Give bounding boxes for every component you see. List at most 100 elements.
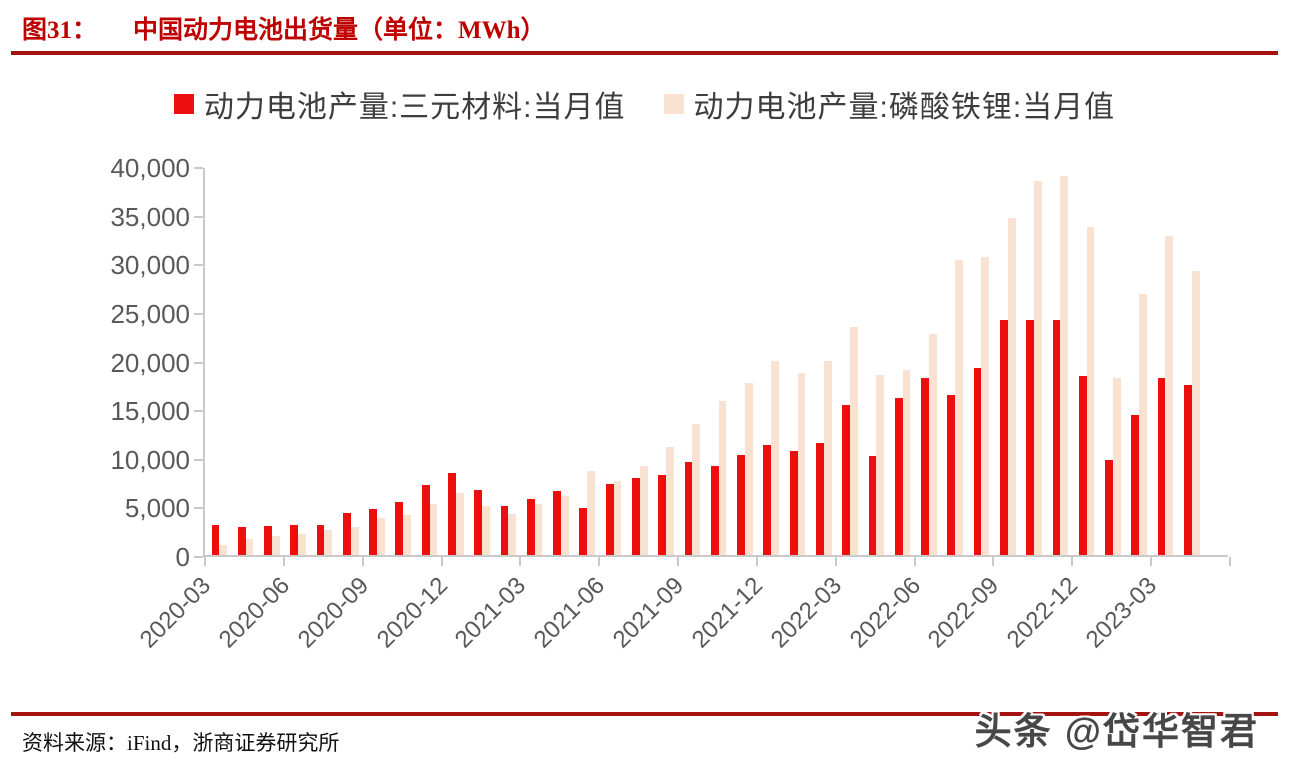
bar-ternary bbox=[211, 524, 220, 555]
bar-lfp bbox=[1007, 217, 1016, 555]
bar-lfp bbox=[928, 334, 937, 555]
y-axis-tick bbox=[194, 361, 203, 364]
figure-title-text: 中国动力电池出货量（单位：MWh） bbox=[133, 17, 546, 44]
bar-lfp bbox=[271, 536, 280, 555]
bar-ternary bbox=[999, 319, 1008, 555]
y-axis-label: 30,000 bbox=[110, 250, 190, 281]
bar-ternary bbox=[1078, 376, 1087, 555]
x-axis-label: 2021-09 bbox=[607, 572, 690, 654]
x-axis-tick bbox=[1229, 557, 1231, 566]
bar-ternary bbox=[842, 405, 851, 555]
bar-ternary bbox=[1131, 414, 1140, 555]
x-axis-tick bbox=[204, 557, 206, 566]
bar-lfp bbox=[744, 382, 753, 555]
bar-ternary bbox=[921, 378, 929, 555]
bar-lfp bbox=[797, 373, 806, 555]
x-axis-tick bbox=[677, 557, 680, 566]
legend-swatch-lfp-icon bbox=[663, 94, 684, 114]
legend-label-lfp: 动力电池产量:磷酸铁锂:当月值 bbox=[693, 91, 1116, 124]
bar-ternary bbox=[684, 461, 693, 555]
y-axis-tick bbox=[194, 556, 203, 558]
bar-lfp bbox=[324, 529, 333, 555]
bar-lfp bbox=[298, 534, 306, 555]
x-axis-tick bbox=[1071, 557, 1074, 566]
bar-lfp bbox=[639, 466, 648, 555]
x-axis-tick bbox=[440, 557, 443, 566]
plot-area: 0 5,000 10,000 15,000 20,000 25,000 30,000 35,0… bbox=[110, 153, 1231, 653]
bar-lfp bbox=[560, 496, 569, 555]
bar-ternary bbox=[658, 474, 667, 555]
bar-lfp bbox=[429, 504, 438, 555]
bar-ternary bbox=[1157, 378, 1166, 555]
legend-item-lfp: 动力电池产量:磷酸铁锂:当月值 bbox=[663, 82, 1116, 126]
watermark: 头条 @岱华智君 bbox=[974, 711, 1259, 752]
bar-ternary bbox=[421, 484, 430, 555]
figure-title: 图31： 中国动力电池出货量（单位：MWh） bbox=[22, 10, 546, 46]
x-axis-label: 2023-03 bbox=[1080, 572, 1163, 654]
y-axis-tick bbox=[194, 507, 203, 510]
y-axis-tick bbox=[194, 410, 203, 413]
bar-ternary bbox=[789, 451, 798, 555]
bar-lfp bbox=[666, 447, 674, 555]
bar-ternary bbox=[500, 505, 509, 555]
bar-ternary bbox=[474, 490, 483, 555]
x-axis-tick bbox=[1150, 557, 1153, 566]
legend-label-ternary: 动力电池产量:三元材料:当月值 bbox=[203, 91, 626, 124]
x-axis-label: 2020-06 bbox=[213, 572, 295, 654]
bar-ternary bbox=[342, 513, 351, 555]
bar-ternary bbox=[894, 398, 903, 555]
bar-ternary bbox=[526, 499, 535, 555]
x-axis-tick bbox=[361, 557, 364, 566]
bar-lfp bbox=[219, 545, 228, 555]
y-axis-label: 35,000 bbox=[110, 201, 190, 232]
bar-lfp bbox=[508, 514, 517, 555]
x-axis-label: 2021-12 bbox=[686, 572, 769, 654]
y-axis-label: 20,000 bbox=[110, 347, 190, 378]
bar-lfp bbox=[1112, 378, 1121, 555]
bar-ternary bbox=[815, 443, 824, 555]
bar-lfp bbox=[718, 400, 727, 555]
y-axis-label: 10,000 bbox=[110, 444, 190, 475]
source-note: 资料来源：iFind，浙商证券研究所 bbox=[22, 731, 340, 755]
x-axis-tick bbox=[992, 557, 995, 566]
bar-lfp bbox=[455, 492, 464, 555]
x-axis-tick bbox=[282, 557, 285, 566]
bar-ternary bbox=[763, 444, 772, 555]
legend-swatch-ternary-icon bbox=[173, 94, 194, 114]
x-axis-tick bbox=[755, 557, 758, 566]
bar-lfp bbox=[771, 360, 780, 555]
y-axis-label: 5,000 bbox=[124, 493, 190, 524]
bar-lfp bbox=[245, 538, 254, 555]
bar-ternary bbox=[605, 484, 614, 555]
legend-item-ternary: 动力电池产量:三元材料:当月值 bbox=[173, 82, 626, 126]
y-axis-label: 40,000 bbox=[110, 153, 190, 183]
bar-lfp bbox=[850, 327, 858, 555]
bar-lfp bbox=[1086, 227, 1095, 555]
bar-ternary bbox=[737, 454, 745, 555]
header-divider-rule bbox=[11, 51, 1278, 55]
bar-ternary bbox=[448, 473, 456, 555]
bar-lfp bbox=[823, 361, 832, 555]
bar-lfp bbox=[955, 259, 963, 555]
y-axis-tick bbox=[194, 264, 203, 267]
x-axis-tick bbox=[834, 557, 837, 566]
y-axis-label: 0 bbox=[175, 542, 190, 572]
y-axis-tick bbox=[194, 167, 203, 169]
bar-lfp bbox=[1165, 235, 1174, 555]
bar-ternary bbox=[1026, 319, 1035, 555]
bar-ternary bbox=[1105, 460, 1113, 555]
bar-lfp bbox=[482, 506, 490, 555]
bar-lfp bbox=[1191, 270, 1200, 555]
bar-ternary bbox=[947, 395, 956, 555]
bar-lfp bbox=[981, 257, 990, 555]
bar-ternary bbox=[868, 456, 877, 555]
x-axis-label: 2020-03 bbox=[134, 572, 217, 654]
bar-ternary bbox=[710, 465, 719, 555]
bar-ternary bbox=[1183, 385, 1192, 555]
y-axis-label: 15,000 bbox=[110, 396, 190, 427]
bar-ternary bbox=[632, 478, 640, 555]
y-axis-tick bbox=[194, 458, 203, 461]
bar-lfp bbox=[350, 526, 359, 555]
bar-ternary bbox=[395, 502, 404, 555]
